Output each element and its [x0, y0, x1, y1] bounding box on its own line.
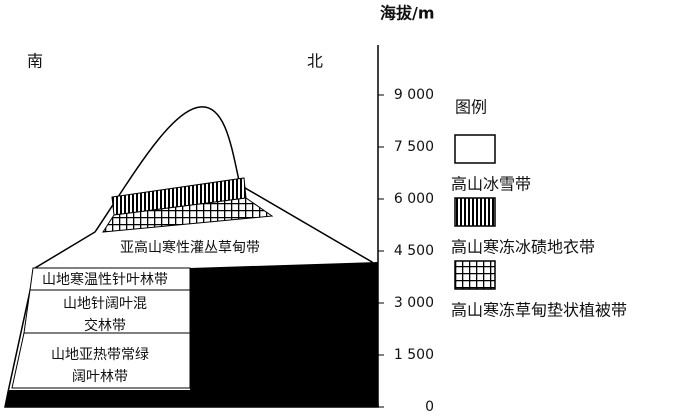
direction: 南: [27, 52, 43, 71]
tick-label: 9 000: [394, 87, 434, 103]
tick-label: 6 000: [394, 191, 434, 207]
tick-label: 1 500: [394, 347, 434, 363]
zone-label: 山地寒温性针叶林带: [42, 271, 168, 288]
legend-swatch: [454, 197, 496, 227]
zone-label: 交林带: [84, 317, 126, 334]
forest-block: [5, 262, 378, 407]
tick-label: 7 500: [394, 139, 434, 155]
zone-label: 山地亚热带常绿: [51, 347, 149, 363]
mountain: [4, 106, 379, 408]
legend-label: 高山冰雪带: [451, 175, 531, 194]
legend-title: 图例: [455, 98, 487, 117]
legend-label: 高山寒冻草甸垫状植被带: [451, 301, 627, 320]
meadow-band: [102, 197, 274, 233]
tick-label: 4 500: [394, 243, 434, 259]
zone-label: 山地针阔叶混: [63, 296, 147, 312]
tick-label: 0: [425, 399, 434, 415]
direction: 北: [307, 52, 323, 71]
legend-swatch: [454, 260, 496, 290]
axis-label: 海拔/m: [380, 4, 435, 23]
ticks: 0 1 500 3 000 4 500 6 000 7 500 9 000: [378, 87, 434, 415]
zone-box: [11, 332, 191, 389]
legend-label: 高山寒冻冰碛地衣带: [451, 238, 595, 257]
zone-label: 阔叶林带: [72, 369, 128, 385]
zone-label: 亚高山寒性灌丛草甸带: [120, 239, 260, 256]
legend-swatch: [454, 134, 496, 164]
tick-label: 3 000: [394, 295, 434, 311]
